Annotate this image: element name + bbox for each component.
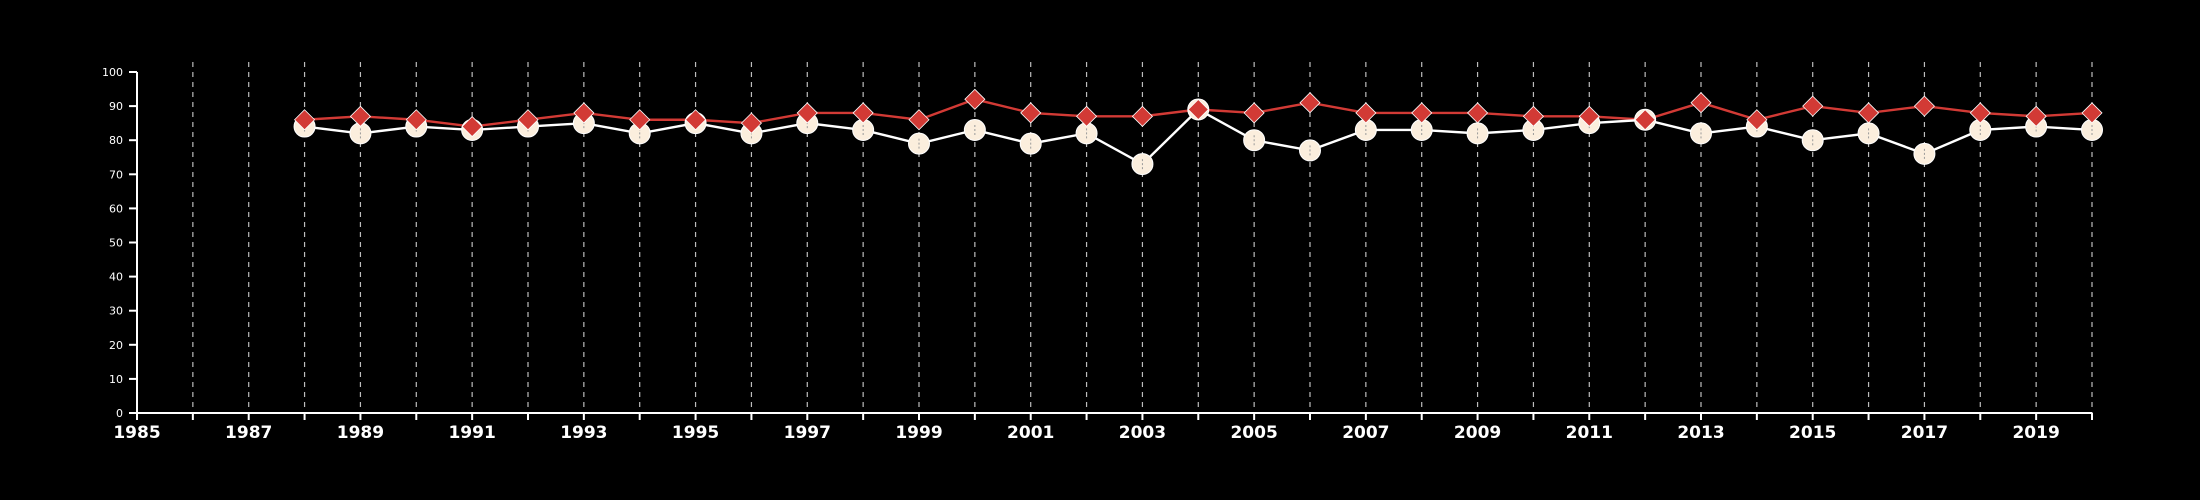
x-tick-label-2005: 2005 xyxy=(1230,423,1277,443)
x-tick-label-1993: 1993 xyxy=(560,423,607,443)
y-tick-label-90: 90 xyxy=(109,100,123,113)
series-red-point-2018 xyxy=(1969,102,1991,124)
x-tick-label-1991: 1991 xyxy=(448,423,495,443)
series-red-point-2016 xyxy=(1858,102,1880,124)
y-tick-label-80: 80 xyxy=(109,134,123,147)
series-red-point-2012 xyxy=(1634,109,1656,131)
x-tick-label-2015: 2015 xyxy=(1789,423,1836,443)
series-red-point-2007 xyxy=(1355,102,1377,124)
y-tick-label-10: 10 xyxy=(109,373,123,386)
y-tick-label-60: 60 xyxy=(109,202,123,215)
x-tick-label-2019: 2019 xyxy=(2012,423,2059,443)
series-red-point-2008 xyxy=(1411,102,1433,124)
x-tick-label-1989: 1989 xyxy=(337,423,384,443)
series-red-point-1996 xyxy=(740,112,762,134)
series-red-point-2014 xyxy=(1746,109,1768,131)
x-tick-label-1997: 1997 xyxy=(784,423,831,443)
x-tick-label-2013: 2013 xyxy=(1677,423,1724,443)
x-tick-label-1995: 1995 xyxy=(672,423,719,443)
series-red-point-2002 xyxy=(1076,105,1098,127)
x-tick-label-1985: 1985 xyxy=(113,423,160,443)
series-red-point-1994 xyxy=(629,109,651,131)
x-tick-label-2009: 2009 xyxy=(1454,423,1501,443)
series-red-point-1988 xyxy=(294,109,316,131)
series-red-point-1990 xyxy=(405,109,427,131)
x-tick-label-1987: 1987 xyxy=(225,423,272,443)
series-red-point-2004 xyxy=(1187,98,1209,121)
x-tick-label-2017: 2017 xyxy=(1901,423,1948,443)
series-red-point-1993 xyxy=(573,102,595,124)
series-red-point-1992 xyxy=(517,109,539,131)
series-red-point-2015 xyxy=(1802,95,1824,117)
x-tick-label-1999: 1999 xyxy=(895,423,942,443)
y-tick-label-100: 100 xyxy=(102,66,123,79)
series-red-point-1998 xyxy=(852,102,874,124)
series-red-point-2001 xyxy=(1020,102,1042,124)
series-red-point-2019 xyxy=(2025,105,2047,127)
series-red-point-2013 xyxy=(1690,92,1712,114)
series-red-point-2010 xyxy=(1522,105,1544,127)
x-tick-label-2003: 2003 xyxy=(1119,423,1166,443)
y-tick-label-70: 70 xyxy=(109,168,123,181)
grid-layer xyxy=(192,62,2093,413)
series-red-point-1995 xyxy=(685,109,707,131)
y-tick-label-30: 30 xyxy=(109,305,123,318)
series-red-point-2009 xyxy=(1467,102,1489,124)
series-red-point-2000 xyxy=(964,88,986,110)
series-red-point-1991 xyxy=(461,115,483,138)
series-red-point-2017 xyxy=(1913,95,1935,117)
series-red-point-1997 xyxy=(796,102,818,124)
series-red-point-2006 xyxy=(1299,92,1321,114)
axis-layer xyxy=(129,71,2093,420)
series-red-point-2003 xyxy=(1131,105,1153,127)
series-red-point-2020 xyxy=(2081,102,2103,124)
series-layer xyxy=(293,88,2103,176)
y-tick-label-0: 0 xyxy=(116,407,123,420)
series-red-point-2005 xyxy=(1243,102,1265,124)
series-red-point-1989 xyxy=(349,105,371,127)
tick-label-layer: 0 10 20 30 40 50 60 70 80 90 100 1985 1987 1989 1991 19… xyxy=(102,66,2060,443)
series-red-point-2011 xyxy=(1578,105,1600,127)
y-tick-label-20: 20 xyxy=(109,339,123,352)
y-tick-label-50: 50 xyxy=(109,237,123,250)
x-tick-label-2007: 2007 xyxy=(1342,423,1389,443)
x-tick-label-2011: 2011 xyxy=(1566,423,1613,443)
y-tick-label-40: 40 xyxy=(109,271,123,284)
series-red-point-1999 xyxy=(908,109,930,131)
x-tick-label-2001: 2001 xyxy=(1007,423,1054,443)
